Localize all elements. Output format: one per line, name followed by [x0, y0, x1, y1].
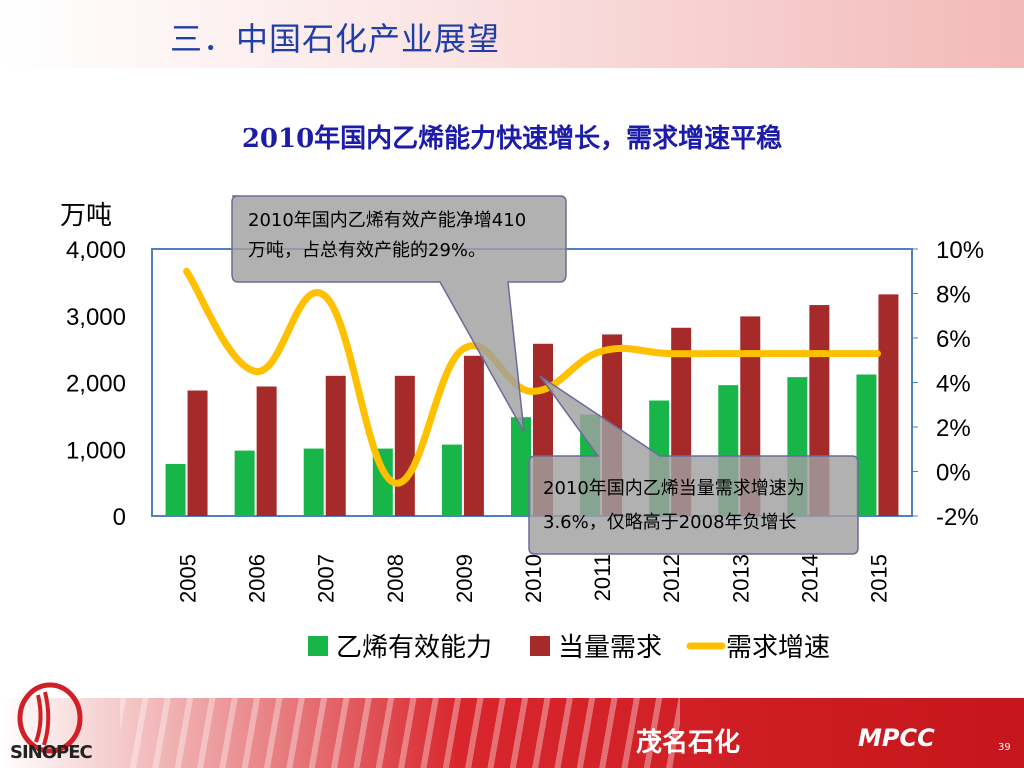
y2-tick-label: 4%: [936, 371, 971, 398]
legend-label-growth: 需求增速: [726, 633, 830, 663]
x-tick-label: 2010: [521, 554, 546, 603]
y2-tick-label: 0%: [936, 460, 971, 487]
bar-demand: [463, 355, 484, 516]
bar-capacity: [441, 444, 462, 516]
y-tick-label: 3,000: [66, 304, 126, 331]
callout-demand: [528, 375, 859, 555]
footer-company: 茂名石化: [636, 728, 741, 758]
sinopec-logo: [17, 682, 83, 754]
x-tick-label: 2012: [659, 554, 684, 603]
slide-title: 三．中国石化产业展望: [170, 20, 501, 58]
bar-capacity: [234, 450, 255, 516]
callout-demand-text: 2010年国内乙烯当量需求增速为: [543, 478, 805, 499]
chart: 0 1,000 2,000 3,000 4,000 万吨 -2% 0% 2% 4% 6% 8% 10% 2…: [60, 195, 984, 663]
bar-capacity: [165, 463, 186, 516]
footer-brand: MPCC: [858, 724, 935, 752]
y2-tick-label: 8%: [936, 282, 971, 309]
x-tick-label: 2011: [590, 554, 615, 601]
bar-capacity: [303, 448, 324, 516]
callout-capacity-text: 万吨，占总有效产能的29%。: [248, 240, 486, 261]
legend-swatch-demand: [530, 636, 550, 656]
bar-demand: [256, 386, 277, 516]
logo-text: SINOPEC: [10, 742, 93, 763]
x-tick-label: 2008: [383, 554, 408, 603]
bar-capacity: [511, 417, 531, 516]
x-tick-label: 2009: [452, 554, 477, 603]
y-tick-label: 4,000: [66, 237, 126, 264]
y2-tick-label: -2%: [936, 504, 979, 531]
callout-capacity-text: 2010年国内乙烯有效产能净增410: [248, 210, 526, 231]
x-tick-label: 2006: [245, 554, 270, 603]
x-tick-label: 2015: [866, 554, 891, 603]
page-number: 39: [998, 742, 1011, 753]
y-tick-label: 2,000: [66, 371, 126, 398]
callout-capacity: [231, 195, 567, 433]
x-tick-label: 2005: [176, 554, 201, 603]
bar-demand: [325, 375, 346, 516]
callout-demand-text: 3.6%，仅略高于2008年负增长: [543, 512, 797, 533]
legend-swatch-capacity: [308, 636, 328, 656]
footer-band: [0, 698, 1024, 768]
y2-tick-label: 10%: [936, 237, 984, 264]
bar-capacity: [856, 374, 877, 516]
x-tick-label: 2013: [728, 554, 753, 603]
x-tick-label: 2014: [797, 554, 822, 603]
bar-demand: [878, 294, 899, 516]
x-tick-label: 2007: [314, 554, 339, 603]
y-axis-unit-label: 万吨: [60, 201, 112, 231]
chart-subtitle: 2010年国内乙烯能力快速增长，需求增速平稳: [241, 124, 783, 154]
legend-label-demand: 当量需求: [558, 633, 662, 663]
y2-tick-label: 2%: [936, 415, 971, 442]
line-demand-growth: [183, 267, 881, 487]
y2-tick-label: 6%: [936, 326, 971, 353]
bar-demand: [394, 375, 415, 516]
legend-label-capacity: 乙烯有效能力: [336, 633, 492, 663]
bar-demand: [187, 390, 208, 516]
y-tick-label: 1,000: [66, 437, 126, 464]
header-band: [0, 0, 1024, 68]
y-tick-label: 0: [113, 504, 126, 531]
